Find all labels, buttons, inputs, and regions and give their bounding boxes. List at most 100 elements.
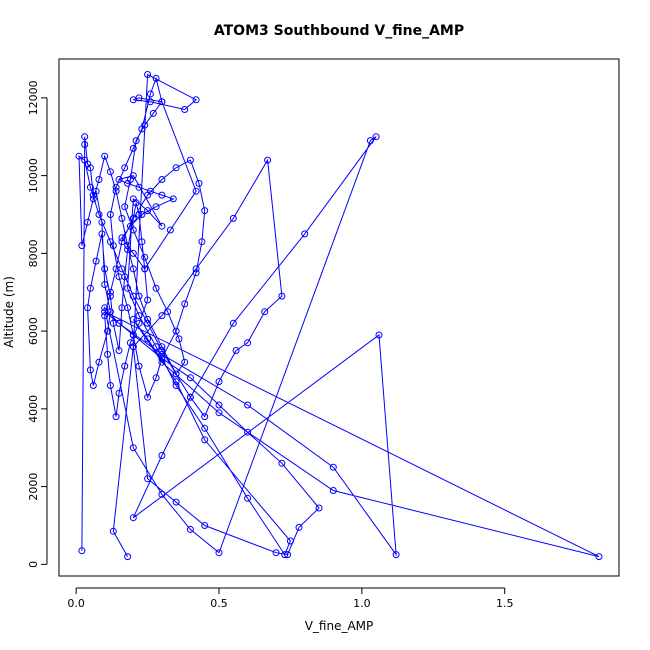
data-point — [86, 284, 94, 292]
data-point — [158, 222, 166, 230]
data-point — [86, 366, 94, 374]
data-point — [158, 312, 166, 320]
y-tick-label: 12000 — [27, 80, 40, 115]
data-point — [141, 265, 149, 273]
data-point — [129, 214, 137, 222]
data-point — [101, 152, 109, 160]
data-point — [144, 207, 152, 215]
plot-frame — [58, 58, 620, 577]
data-point — [244, 339, 252, 347]
data-point — [101, 312, 109, 320]
data-point — [169, 195, 177, 203]
data-point — [286, 537, 294, 545]
data-point — [95, 176, 103, 183]
data-point — [272, 549, 280, 557]
data-point — [192, 187, 200, 195]
data-point — [201, 413, 209, 421]
y-tick-label: 2000 — [27, 473, 40, 501]
data-point — [215, 549, 223, 557]
data-point — [149, 109, 157, 117]
data-point — [244, 401, 252, 409]
data-point — [115, 389, 123, 397]
data-point — [121, 203, 129, 211]
data-point — [172, 378, 180, 386]
data-point — [295, 523, 303, 531]
data-point — [172, 382, 180, 389]
data-point — [164, 308, 172, 316]
data-point — [129, 172, 137, 180]
data-point — [144, 71, 152, 78]
data-point — [124, 179, 132, 187]
data-point — [152, 343, 160, 351]
data-point — [201, 207, 209, 215]
data-point — [124, 242, 132, 250]
data-point — [81, 156, 89, 164]
data-point — [78, 242, 86, 250]
data-point — [81, 133, 89, 141]
data-point — [75, 152, 83, 160]
data-point — [172, 164, 180, 172]
data-point — [201, 522, 209, 529]
series-line — [78, 73, 600, 558]
data-point — [86, 183, 94, 191]
data-point — [84, 304, 92, 312]
data-point — [158, 191, 166, 199]
y-tick-label: 6000 — [27, 317, 40, 345]
data-point — [172, 327, 180, 335]
data-point — [104, 327, 112, 335]
data-point — [95, 211, 103, 218]
data-point — [129, 343, 137, 351]
data-point — [392, 551, 400, 559]
x-axis: 0.0 0.5 1.0 1.5 — [67, 587, 513, 610]
data-point — [129, 315, 137, 323]
data-point — [181, 358, 189, 366]
data-point — [135, 319, 143, 327]
data-point — [124, 246, 132, 253]
data-point — [118, 214, 126, 222]
data-point — [181, 106, 189, 113]
data-point — [278, 292, 286, 300]
data-point — [329, 463, 337, 471]
data-point — [98, 218, 106, 226]
data-point — [158, 452, 166, 459]
data-point — [124, 284, 132, 292]
data-point — [92, 187, 100, 195]
data-point — [129, 265, 137, 273]
y-axis: 0 2000 4000 6000 8000 10000 12000 — [27, 80, 48, 568]
data-point — [144, 319, 152, 327]
data-point — [201, 424, 209, 432]
data-point — [112, 183, 120, 191]
data-point — [106, 288, 114, 296]
data-point — [146, 98, 154, 106]
data-point — [158, 358, 166, 366]
data-point — [118, 265, 126, 273]
data-point — [284, 551, 292, 559]
y-tick-label: 4000 — [27, 395, 40, 423]
data-point — [144, 475, 152, 483]
data-point — [152, 374, 160, 382]
data-point — [244, 428, 252, 436]
data-point — [118, 238, 126, 246]
data-point — [129, 514, 137, 522]
data-point — [144, 296, 152, 304]
data-point — [198, 238, 206, 246]
data-point — [135, 312, 143, 320]
data-point — [92, 257, 100, 265]
data-point — [186, 156, 194, 164]
data-point — [112, 187, 120, 195]
data-point — [135, 183, 143, 191]
data-point — [186, 374, 194, 382]
data-point — [135, 211, 143, 218]
data-point — [146, 187, 154, 195]
data-point — [375, 331, 383, 339]
data-point — [129, 331, 137, 339]
data-point — [135, 362, 143, 370]
data-point — [315, 504, 323, 512]
data-point — [106, 211, 114, 218]
data-point — [95, 358, 103, 366]
y-tick-label: 0 — [27, 561, 40, 568]
data-point — [232, 347, 240, 354]
data-point — [138, 211, 146, 218]
